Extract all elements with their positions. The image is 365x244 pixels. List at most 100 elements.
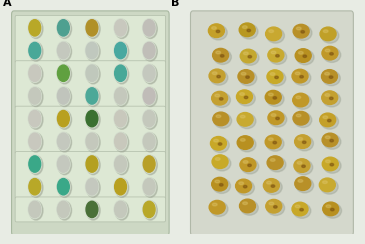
Ellipse shape: [320, 27, 336, 41]
Circle shape: [29, 133, 41, 150]
Ellipse shape: [268, 48, 284, 62]
Ellipse shape: [322, 91, 338, 104]
Ellipse shape: [295, 135, 311, 148]
Circle shape: [86, 179, 98, 195]
Ellipse shape: [210, 70, 228, 85]
Circle shape: [58, 42, 72, 61]
Ellipse shape: [323, 134, 341, 149]
Ellipse shape: [275, 76, 278, 79]
Ellipse shape: [294, 25, 312, 41]
Circle shape: [85, 155, 99, 173]
Ellipse shape: [268, 111, 284, 124]
Text: A: A: [3, 0, 11, 8]
Circle shape: [29, 20, 41, 36]
Ellipse shape: [214, 113, 232, 128]
Ellipse shape: [237, 136, 253, 149]
Ellipse shape: [296, 136, 314, 151]
Ellipse shape: [237, 112, 253, 126]
Ellipse shape: [240, 49, 256, 63]
Circle shape: [143, 155, 156, 173]
Ellipse shape: [323, 71, 340, 86]
Ellipse shape: [211, 137, 226, 150]
Circle shape: [143, 64, 156, 82]
Circle shape: [115, 110, 129, 129]
Circle shape: [114, 87, 127, 105]
Circle shape: [114, 200, 127, 218]
Circle shape: [57, 200, 70, 218]
Ellipse shape: [239, 199, 255, 213]
Ellipse shape: [300, 208, 303, 211]
Ellipse shape: [241, 24, 258, 39]
Ellipse shape: [296, 178, 314, 193]
Circle shape: [57, 178, 70, 196]
Circle shape: [86, 65, 98, 81]
Ellipse shape: [213, 156, 231, 171]
Circle shape: [115, 133, 129, 152]
Circle shape: [28, 155, 41, 173]
Ellipse shape: [322, 70, 338, 83]
Circle shape: [115, 65, 126, 81]
Ellipse shape: [276, 117, 279, 120]
Ellipse shape: [274, 206, 277, 208]
Circle shape: [58, 201, 72, 220]
Ellipse shape: [270, 73, 275, 75]
Ellipse shape: [239, 23, 255, 37]
Ellipse shape: [302, 165, 305, 167]
Ellipse shape: [329, 76, 333, 78]
Circle shape: [114, 19, 127, 37]
Circle shape: [143, 65, 155, 81]
Ellipse shape: [295, 72, 300, 75]
Ellipse shape: [241, 139, 245, 141]
Ellipse shape: [270, 159, 275, 161]
Ellipse shape: [265, 90, 281, 104]
Circle shape: [29, 156, 43, 175]
Circle shape: [143, 42, 157, 61]
Circle shape: [143, 201, 155, 218]
Ellipse shape: [295, 49, 311, 62]
Ellipse shape: [266, 136, 284, 151]
Ellipse shape: [268, 157, 286, 172]
Ellipse shape: [330, 53, 333, 55]
Circle shape: [85, 132, 99, 150]
Ellipse shape: [323, 30, 328, 32]
Ellipse shape: [325, 49, 330, 52]
Ellipse shape: [240, 115, 245, 118]
Ellipse shape: [243, 185, 247, 188]
Ellipse shape: [320, 113, 336, 127]
Circle shape: [115, 201, 126, 218]
FancyBboxPatch shape: [15, 106, 166, 154]
Circle shape: [143, 42, 155, 59]
Circle shape: [86, 201, 98, 218]
Ellipse shape: [323, 92, 341, 107]
Ellipse shape: [212, 177, 228, 191]
Circle shape: [115, 133, 126, 150]
Circle shape: [115, 178, 129, 197]
Ellipse shape: [267, 156, 283, 170]
Ellipse shape: [300, 76, 303, 78]
Ellipse shape: [296, 114, 301, 117]
Circle shape: [28, 64, 41, 82]
Circle shape: [29, 178, 43, 197]
Ellipse shape: [209, 69, 225, 83]
Circle shape: [57, 42, 69, 59]
Circle shape: [115, 156, 126, 172]
Ellipse shape: [322, 133, 338, 147]
Circle shape: [58, 178, 72, 197]
Circle shape: [57, 179, 69, 195]
Circle shape: [29, 110, 43, 129]
Ellipse shape: [214, 50, 231, 64]
Circle shape: [143, 178, 157, 197]
Circle shape: [87, 110, 100, 129]
Ellipse shape: [267, 201, 285, 215]
Ellipse shape: [326, 205, 331, 208]
Circle shape: [86, 42, 98, 59]
Ellipse shape: [294, 159, 310, 173]
Circle shape: [57, 156, 69, 172]
FancyBboxPatch shape: [15, 152, 166, 199]
Ellipse shape: [212, 72, 217, 74]
Circle shape: [57, 65, 69, 81]
Ellipse shape: [269, 202, 274, 205]
Circle shape: [85, 64, 99, 82]
Ellipse shape: [243, 202, 247, 204]
Circle shape: [29, 201, 41, 218]
